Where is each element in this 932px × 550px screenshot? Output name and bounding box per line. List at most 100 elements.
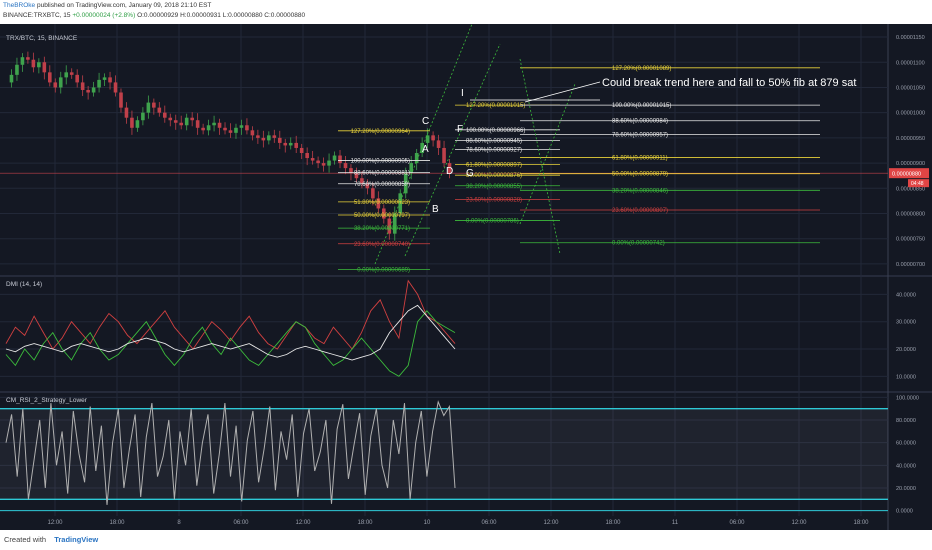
fib-mid-label: 100.00%(0.00000966) bbox=[466, 128, 525, 134]
change-value: +0.00000024 (+2.8%) bbox=[72, 12, 136, 19]
x-tick-label: 06:00 bbox=[481, 520, 497, 526]
candle-body bbox=[261, 137, 266, 141]
fib-right-label: 78.60%(0.00000957) bbox=[612, 132, 668, 138]
candle-body bbox=[97, 79, 101, 88]
candle-body bbox=[321, 163, 326, 166]
candle-body bbox=[75, 74, 79, 83]
rsi-band bbox=[0, 408, 888, 500]
candle-body bbox=[425, 135, 430, 143]
chart-area[interactable]: 127.20%(0.00000964) 100.00%(0.00000905) 88… bbox=[0, 23, 932, 530]
y-tick-label: 0.00000950 bbox=[896, 136, 925, 142]
y-tick-label: 0.00000900 bbox=[896, 161, 925, 167]
tradingview-logo[interactable]: TradingView bbox=[54, 535, 99, 544]
created-with-text: Created with bbox=[4, 535, 47, 544]
price-pane: 127.20%(0.00000964) 100.00%(0.00000905) 88… bbox=[0, 23, 888, 273]
candle-body bbox=[431, 135, 435, 141]
y-tick-label: 20.0000 bbox=[896, 347, 916, 353]
candle-body bbox=[212, 122, 216, 126]
x-tick-label: 18:00 bbox=[357, 520, 373, 526]
y-tick-label: 100.0000 bbox=[896, 395, 919, 401]
fib-right-label: 23.60%(0.00000807) bbox=[612, 208, 668, 214]
candle-body bbox=[398, 193, 403, 214]
y-tick-label: 10.0000 bbox=[896, 374, 916, 380]
y-tick-label: 0.00000700 bbox=[896, 262, 925, 268]
fib-right-label: 0.00%(0.00000742) bbox=[612, 241, 665, 247]
candle-body bbox=[267, 135, 271, 141]
grid-lines bbox=[0, 24, 932, 530]
candle-body bbox=[102, 77, 107, 80]
x-tick-label: 8 bbox=[177, 520, 181, 526]
candle-body bbox=[162, 112, 167, 118]
candle-body bbox=[442, 147, 446, 164]
x-tick-label: 10 bbox=[424, 520, 431, 526]
y-tick-label: 0.00001150 bbox=[896, 35, 925, 41]
symbol-line: BINANCE:TRXBTC, 15 +0.00000024 (+2.8%) O… bbox=[3, 12, 305, 19]
candle-body bbox=[113, 82, 118, 93]
candle-body bbox=[277, 137, 282, 143]
candle-body bbox=[9, 74, 14, 83]
candle-body bbox=[272, 135, 277, 138]
fib-left-label: 0.00%(0.00000689) bbox=[357, 267, 410, 273]
candle-body bbox=[310, 158, 315, 161]
dmi-series-green bbox=[5, 310, 456, 377]
author-link[interactable]: TheBROke bbox=[3, 2, 36, 9]
chart-canvas[interactable]: 127.20%(0.00000964)100.00%(0.00000905)88… bbox=[0, 23, 932, 530]
publish-line: TheBROke published on TradingView.com, J… bbox=[3, 2, 211, 9]
wave-point-B: B bbox=[432, 204, 439, 215]
candle-body bbox=[376, 198, 381, 209]
candle-body bbox=[234, 127, 238, 133]
wave-point-F: F bbox=[457, 124, 463, 135]
fib-mid-label: 0.00%(0.00000786) bbox=[466, 219, 519, 225]
fib-right-label: 50.00%(0.00000879) bbox=[612, 172, 668, 178]
published-text: published on TradingView.com, January 09… bbox=[36, 2, 212, 9]
rsi-series bbox=[5, 400, 456, 505]
fib-left-label: 51.80%(0.00000823) bbox=[354, 200, 410, 206]
candle-body bbox=[223, 127, 227, 131]
candle-body bbox=[173, 120, 178, 123]
x-tick-label: 18:00 bbox=[109, 520, 125, 526]
wave-point-G: G bbox=[466, 168, 474, 179]
x-tick-label: 06:00 bbox=[729, 520, 745, 526]
candle-body bbox=[146, 102, 151, 113]
last-price-label: 0.00000880 bbox=[892, 172, 921, 178]
fib-mid-label: 78.60%(0.00000927) bbox=[466, 147, 522, 153]
x-tick-label: 11 bbox=[672, 520, 679, 526]
trend-channel-line bbox=[519, 83, 576, 225]
y-tick-label: 0.0000 bbox=[896, 509, 913, 515]
fib-left-label: 88.60%(0.00000881) bbox=[354, 171, 410, 177]
y-tick-label: 0.00001000 bbox=[896, 111, 925, 117]
axes: 12:00 18:00 8 06:00 12:00 18:00 10 06:00 12:00 18… bbox=[6, 35, 929, 526]
annotation-pointer bbox=[524, 81, 601, 103]
x-tick-label: 06:00 bbox=[233, 520, 249, 526]
candle-body bbox=[58, 77, 63, 88]
candle-body bbox=[299, 147, 304, 153]
candle-body bbox=[201, 127, 205, 131]
fib-left-label: 50.00%(0.00000797) bbox=[354, 213, 410, 219]
wave-point-I: I bbox=[461, 88, 464, 99]
rsi-pane-title: CM_RSI_2_Strategy_Lower bbox=[6, 397, 88, 404]
trend-channel-line bbox=[374, 23, 473, 265]
candle-body bbox=[108, 77, 112, 83]
y-tick-label: 80.0000 bbox=[896, 418, 916, 424]
candle-body bbox=[217, 122, 222, 128]
candle-body bbox=[360, 178, 364, 184]
y-tick-label: 0.00000850 bbox=[896, 186, 925, 192]
x-tick-label: 12:00 bbox=[47, 520, 63, 526]
candle-body bbox=[124, 107, 129, 118]
fib-mid-label: 127.20%(0.00001015) bbox=[466, 103, 525, 109]
candle-body bbox=[91, 87, 96, 93]
fib-mid-label: 38.20%(0.00000855) bbox=[466, 184, 522, 190]
symbol-text: BINANCE:TRXBTC, 15 bbox=[3, 12, 71, 19]
candle-body bbox=[403, 173, 408, 194]
candle-body bbox=[42, 62, 47, 73]
candle-body bbox=[382, 208, 386, 219]
candle-body bbox=[168, 117, 173, 121]
candle-body bbox=[119, 92, 123, 108]
dmi-series-white bbox=[5, 304, 456, 361]
candle-body bbox=[152, 102, 156, 108]
candle-body bbox=[338, 155, 342, 164]
y-tick-label: 40.0000 bbox=[896, 463, 916, 469]
fib-right-label: 61.80%(0.00000911) bbox=[612, 156, 668, 162]
candle-body bbox=[20, 57, 25, 65]
x-tick-label: 12:00 bbox=[791, 520, 807, 526]
